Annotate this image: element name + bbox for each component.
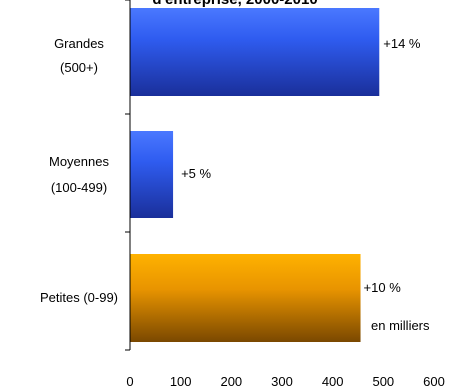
chart-title: d'entreprise, 2000-2010	[152, 0, 317, 8]
category-label-2: Moyennes	[49, 154, 109, 169]
bar-2	[130, 131, 174, 218]
labels-layer: Grandes (500+) Moyennes (100-499) Petites (0…	[40, 36, 421, 305]
x-tick-label-600: 600	[423, 374, 445, 389]
bar-3	[130, 254, 361, 342]
x-tick-label-100: 100	[170, 374, 192, 389]
x-tick-label-0: 0	[126, 374, 133, 389]
data-label-3: +10 %	[364, 280, 402, 295]
x-tick-label-200: 200	[220, 374, 242, 389]
data-label-2: +5 %	[181, 166, 211, 181]
category-label-2: (100-499)	[51, 180, 107, 195]
x-axis: 0 100 200 300 400 500 600	[125, 0, 445, 389]
bar-1	[130, 8, 380, 96]
x-tick-label-500: 500	[372, 374, 394, 389]
category-label-1: (500+)	[60, 60, 98, 75]
category-label-1: Grandes	[54, 36, 104, 51]
x-tick-label-300: 300	[271, 374, 293, 389]
category-label-3: Petites (0-99)	[40, 290, 118, 305]
data-label-1: +14 %	[383, 36, 421, 51]
unit-note: en milliers	[371, 318, 430, 333]
x-tick-label-400: 400	[322, 374, 344, 389]
bars-layer	[130, 8, 380, 342]
